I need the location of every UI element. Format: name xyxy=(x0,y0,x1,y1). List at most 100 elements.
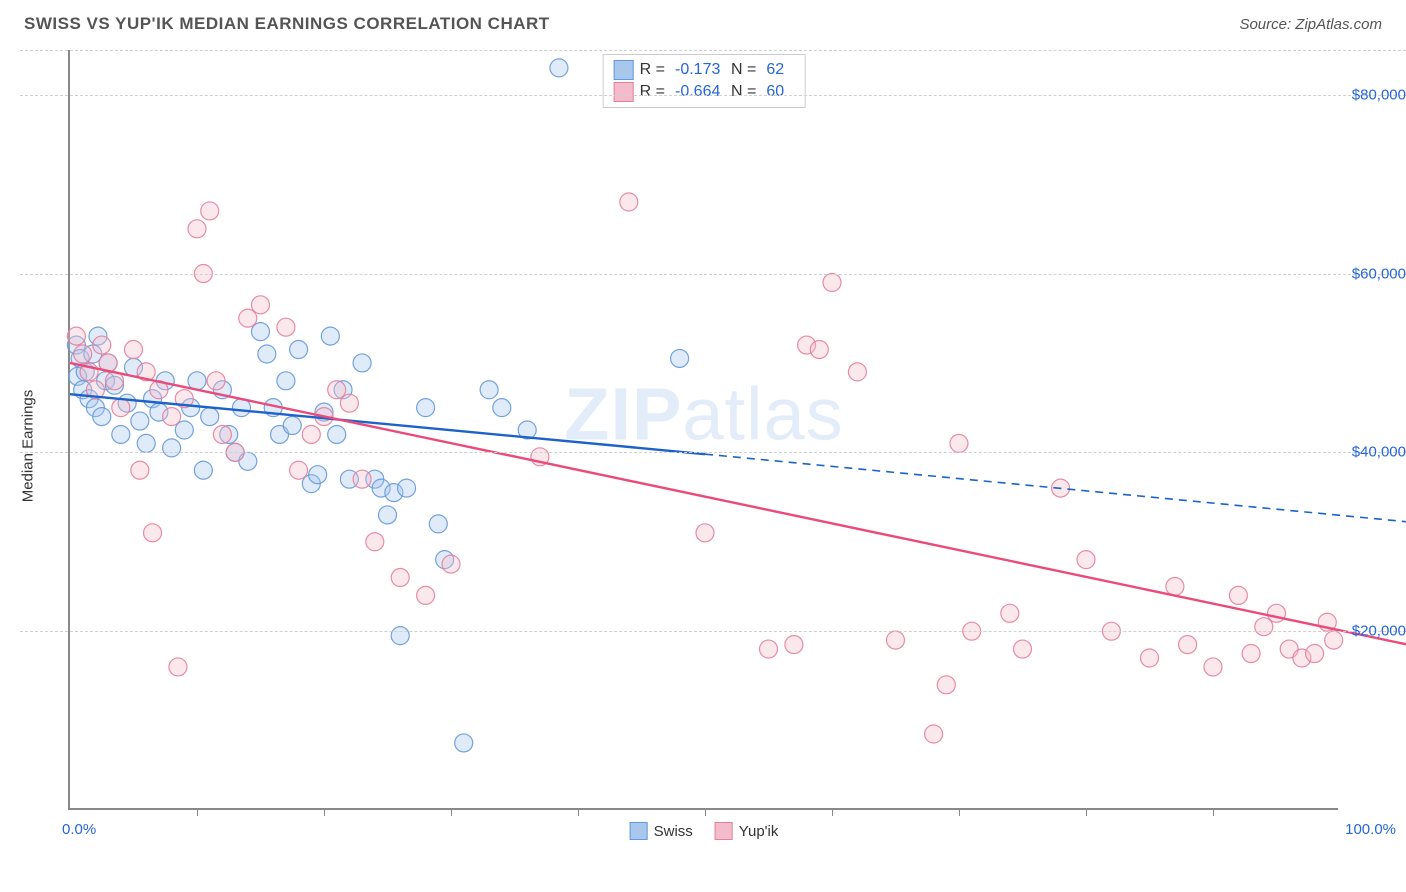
data-point xyxy=(391,569,409,587)
data-point xyxy=(1141,649,1159,667)
data-point xyxy=(277,372,295,390)
data-point xyxy=(1242,645,1260,663)
grid-line xyxy=(20,452,1406,453)
legend-r-label: R = xyxy=(640,83,665,101)
data-point xyxy=(1014,640,1032,658)
data-point xyxy=(290,461,308,479)
legend-r-label: R = xyxy=(640,61,665,79)
data-point xyxy=(1204,658,1222,676)
data-point xyxy=(620,193,638,211)
data-point xyxy=(283,417,301,435)
legend-row: R = -0.173 N = 62 xyxy=(614,59,795,81)
data-point xyxy=(950,434,968,452)
data-point xyxy=(207,372,225,390)
data-point xyxy=(340,394,358,412)
data-point xyxy=(188,372,206,390)
grid-line xyxy=(20,274,1406,275)
chart-svg xyxy=(70,50,1338,808)
grid-line xyxy=(20,50,1406,51)
chart-container: SWISS VS YUP'IK MEDIAN EARNINGS CORRELAT… xyxy=(0,0,1406,892)
data-point xyxy=(1306,645,1324,663)
chart-header: SWISS VS YUP'IK MEDIAN EARNINGS CORRELAT… xyxy=(24,14,1382,34)
data-point xyxy=(1166,577,1184,595)
data-point xyxy=(194,461,212,479)
x-axis-label: 100.0% xyxy=(1345,821,1396,838)
data-point xyxy=(671,349,689,367)
trend-line xyxy=(70,363,1406,649)
data-point xyxy=(417,586,435,604)
y-tick-label: $20,000 xyxy=(1346,623,1406,640)
data-point xyxy=(391,627,409,645)
data-point xyxy=(213,425,231,443)
data-point xyxy=(379,506,397,524)
data-point xyxy=(823,273,841,291)
x-axis-label: 0.0% xyxy=(62,821,96,838)
data-point xyxy=(429,515,447,533)
data-point xyxy=(74,345,92,363)
data-point xyxy=(290,341,308,359)
data-point xyxy=(328,425,346,443)
data-point xyxy=(309,466,327,484)
data-point xyxy=(925,725,943,743)
data-point xyxy=(848,363,866,381)
data-point xyxy=(93,336,111,354)
legend-n-label: N = xyxy=(731,61,756,79)
grid-line xyxy=(20,95,1406,96)
series-legend: Swiss Yup'ik xyxy=(630,822,779,840)
data-point xyxy=(493,399,511,417)
legend-swatch xyxy=(614,82,634,102)
data-point xyxy=(1325,631,1343,649)
legend-n-value: 62 xyxy=(766,61,794,79)
x-tick xyxy=(1086,808,1087,816)
data-point xyxy=(144,524,162,542)
data-point xyxy=(1268,604,1286,622)
data-point xyxy=(169,658,187,676)
y-tick-label: $60,000 xyxy=(1346,265,1406,282)
data-point xyxy=(112,399,130,417)
y-tick-label: $80,000 xyxy=(1346,86,1406,103)
x-tick xyxy=(578,808,579,816)
data-point xyxy=(1077,551,1095,569)
data-point xyxy=(785,636,803,654)
data-point xyxy=(353,470,371,488)
plot-area: ZIPatlas R =-0.173N =62R =-0.664N =60 Sw… xyxy=(68,50,1338,810)
data-point xyxy=(93,408,111,426)
data-point xyxy=(201,202,219,220)
legend-r-value: -0.173 xyxy=(675,61,725,79)
data-point xyxy=(760,640,778,658)
data-point xyxy=(252,296,270,314)
legend-swatch xyxy=(715,822,733,840)
x-tick xyxy=(705,808,706,816)
data-point xyxy=(366,533,384,551)
chart-title: SWISS VS YUP'IK MEDIAN EARNINGS CORRELAT… xyxy=(24,14,550,34)
series-legend-item: Yup'ik xyxy=(715,822,779,840)
data-point xyxy=(188,220,206,238)
x-tick xyxy=(1213,808,1214,816)
y-tick-label: $40,000 xyxy=(1346,444,1406,461)
legend-n-label: N = xyxy=(731,83,756,101)
data-point xyxy=(67,327,85,345)
data-point xyxy=(455,734,473,752)
y-axis-title: Median Earnings xyxy=(20,390,37,503)
data-point xyxy=(277,318,295,336)
data-point xyxy=(258,345,276,363)
x-tick xyxy=(832,808,833,816)
x-tick xyxy=(197,808,198,816)
data-point xyxy=(1001,604,1019,622)
data-point xyxy=(550,59,568,77)
data-point xyxy=(696,524,714,542)
legend-row: R =-0.664N =60 xyxy=(614,81,795,103)
series-legend-item: Swiss xyxy=(630,822,693,840)
grid-line xyxy=(20,631,1406,632)
data-point xyxy=(887,631,905,649)
series-legend-label: Swiss xyxy=(654,823,693,840)
data-point xyxy=(1179,636,1197,654)
data-point xyxy=(810,341,828,359)
data-point xyxy=(112,425,130,443)
x-tick xyxy=(324,808,325,816)
legend-r-value: -0.664 xyxy=(675,83,725,101)
data-point xyxy=(480,381,498,399)
data-point xyxy=(302,425,320,443)
legend-swatch xyxy=(630,822,648,840)
x-tick xyxy=(959,808,960,816)
